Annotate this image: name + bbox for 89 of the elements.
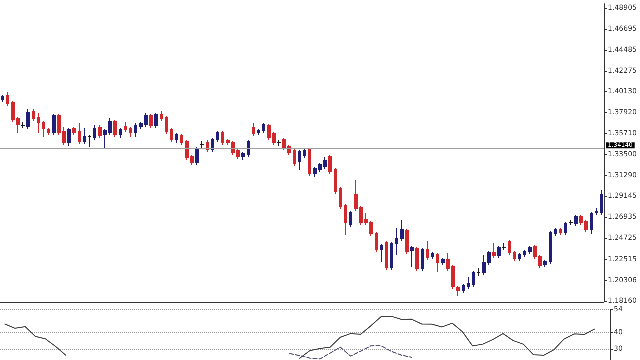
candlestick — [124, 122, 127, 132]
candlestick — [262, 122, 265, 134]
candlestick — [206, 140, 209, 152]
candlestick — [569, 220, 573, 226]
candlestick — [513, 250, 516, 262]
candlestick — [293, 148, 296, 166]
candlestick — [380, 244, 383, 262]
candlestick — [216, 130, 219, 142]
candlestick — [200, 140, 204, 148]
candlestick — [339, 186, 342, 210]
candlestick — [37, 112, 40, 134]
candlestick — [441, 258, 445, 266]
line-series — [4, 324, 67, 356]
candlestick — [93, 124, 96, 140]
candlestick — [518, 252, 521, 262]
candlestick — [241, 152, 245, 160]
candlestick — [456, 286, 460, 296]
candlestick — [564, 222, 567, 236]
candlestick — [559, 228, 562, 236]
candlestick — [21, 122, 25, 128]
candlestick — [160, 110, 163, 122]
candlestick — [385, 240, 388, 270]
candlestick — [298, 150, 301, 170]
candlestick — [42, 120, 45, 138]
candlestick — [328, 154, 332, 174]
candlestick — [47, 128, 50, 136]
line-series — [299, 316, 596, 360]
candlestick — [508, 240, 511, 256]
candlestick — [6, 92, 9, 106]
candlestick — [149, 114, 153, 128]
candlestick — [523, 250, 526, 258]
candlestick — [88, 134, 91, 148]
candlestick — [549, 230, 552, 264]
candlestick — [477, 268, 480, 276]
candlestick — [180, 134, 183, 146]
candlestick — [119, 128, 122, 138]
candlestick — [83, 128, 86, 144]
candlestick — [426, 240, 429, 260]
candlestick — [247, 140, 250, 158]
candlestick — [400, 220, 404, 242]
candlestick — [390, 242, 393, 270]
candlestick — [595, 208, 598, 216]
candlestick — [472, 270, 475, 288]
candlestick — [195, 146, 199, 166]
candlestick — [375, 232, 378, 252]
candlestick — [497, 246, 501, 258]
candlestick — [421, 248, 424, 272]
candlestick — [574, 214, 578, 226]
candlestick — [175, 132, 178, 144]
candlestick — [32, 108, 35, 122]
candlestick — [395, 228, 398, 256]
candlestick — [436, 252, 439, 272]
candlestick — [211, 138, 214, 152]
candlestick — [334, 168, 337, 194]
candlestick — [410, 246, 414, 268]
candlestick — [462, 284, 465, 294]
candlestick — [528, 246, 532, 254]
candlestick — [415, 246, 419, 272]
candlestick — [154, 112, 158, 128]
candlestick — [165, 116, 168, 134]
candlestick — [467, 276, 470, 290]
candlestick — [554, 228, 557, 236]
candlestick — [78, 122, 81, 144]
candlestick — [600, 190, 603, 216]
candlestick — [303, 148, 306, 158]
candlestick — [405, 228, 409, 254]
candlestick — [134, 122, 137, 138]
candlestick — [98, 124, 102, 138]
candlestick — [113, 120, 117, 138]
candlestick — [129, 126, 132, 138]
candlestick — [72, 126, 76, 136]
candlestick — [308, 148, 311, 176]
candlestick — [431, 252, 434, 260]
candlestick — [52, 114, 56, 136]
candlestick — [349, 210, 352, 228]
candlestick — [543, 260, 547, 268]
candlestick — [502, 242, 506, 250]
candlestick — [344, 204, 347, 236]
candlestick — [277, 140, 281, 146]
candlestick — [170, 128, 173, 142]
candlestick — [257, 128, 260, 136]
candlestick — [221, 130, 224, 146]
candlestick — [67, 128, 71, 146]
candlestick — [492, 242, 496, 258]
line-series — [289, 345, 412, 360]
candlestick — [1, 94, 4, 102]
candlestick — [26, 108, 30, 130]
candlestick — [252, 122, 255, 136]
candlestick — [590, 212, 593, 234]
